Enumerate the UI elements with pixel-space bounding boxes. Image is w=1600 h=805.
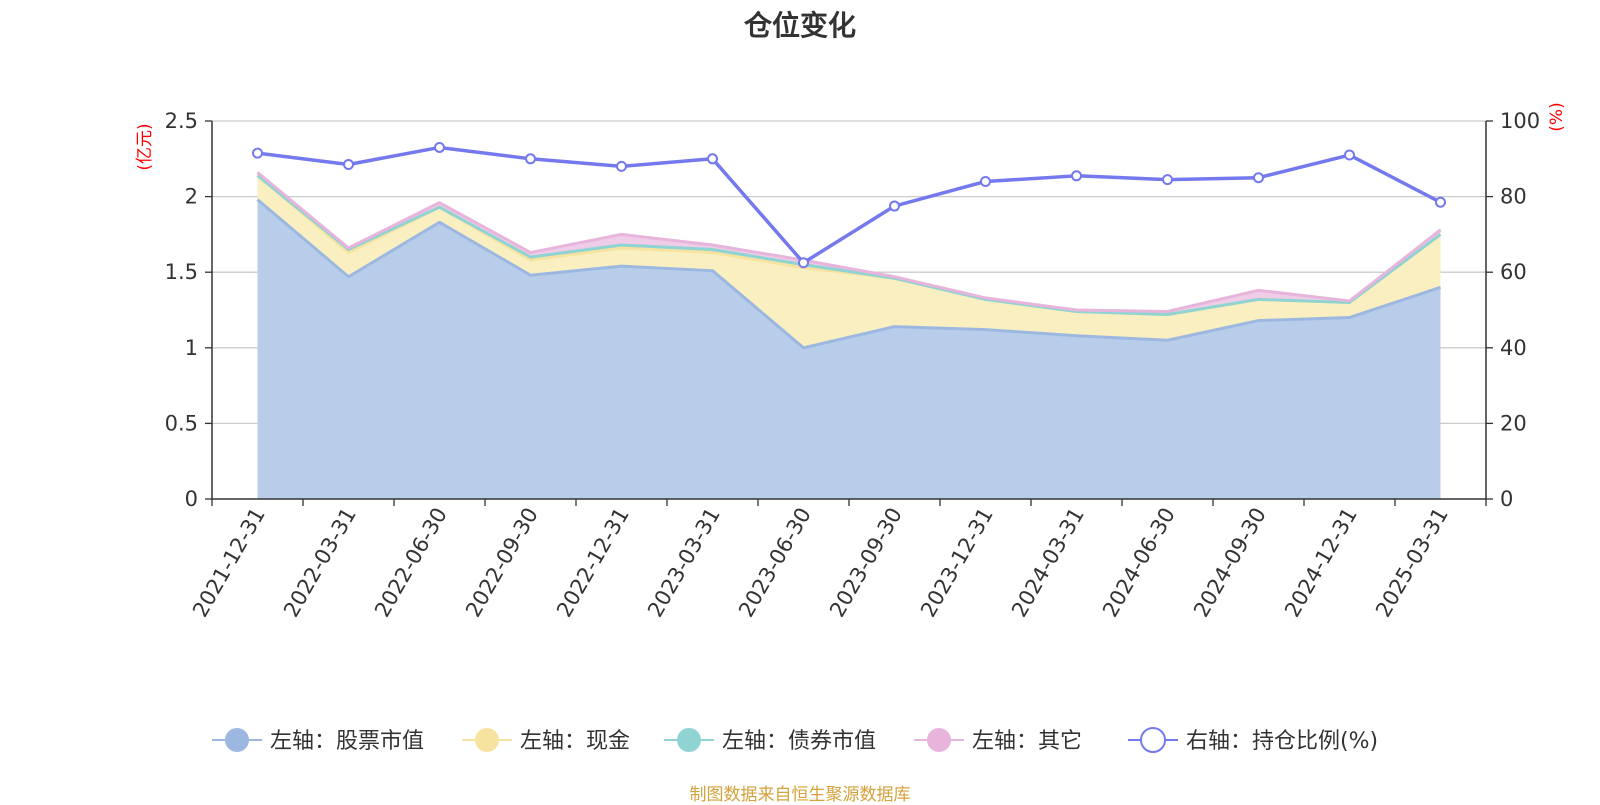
x-tick-label: 2021-12-31 xyxy=(188,504,270,622)
legend-label: 左轴：其它 xyxy=(972,729,1082,754)
ratio-point xyxy=(1344,149,1355,161)
ratio-point xyxy=(1071,170,1082,182)
y-left-tick-label: 1 xyxy=(185,336,198,360)
area-1 xyxy=(257,199,1441,499)
y-left-tick-label: 2.5 xyxy=(165,109,198,133)
legend-item[interactable]: 左轴：股票市值 xyxy=(212,728,424,754)
y-right-tick-label: 60 xyxy=(1500,260,1527,284)
legend-item[interactable]: 右轴：持仓比例(%) xyxy=(1128,727,1378,754)
ratio-point xyxy=(980,175,991,187)
ratio-line xyxy=(257,145,1442,265)
legend-marker xyxy=(475,728,499,752)
series-line-3 xyxy=(256,174,1442,317)
y-axis-left-label: (亿元) xyxy=(135,123,155,170)
x-tick-label: 2024-09-30 xyxy=(1189,504,1271,622)
y-right-tick-label: 0 xyxy=(1500,487,1513,511)
legend-label: 右轴：持仓比例(%) xyxy=(1186,729,1378,754)
ratio-point xyxy=(252,147,263,159)
y-axis-right-label: (%) xyxy=(1547,102,1567,131)
y-right-tick-label: 100 xyxy=(1500,109,1540,133)
series-line-4 xyxy=(256,171,1442,314)
ratio-point xyxy=(707,153,718,165)
ratio-point xyxy=(434,141,445,153)
ratio-point xyxy=(1162,174,1173,186)
x-tick-label: 2023-09-30 xyxy=(825,504,907,622)
y-left-tick-label: 0 xyxy=(185,487,198,511)
y-left-tick-label: 1.5 xyxy=(165,260,198,284)
x-tick-label: 2024-12-31 xyxy=(1280,504,1362,622)
legend-item[interactable]: 左轴：现金 xyxy=(462,728,630,754)
legend-marker xyxy=(927,728,951,752)
area-2 xyxy=(257,175,1441,348)
legend-item[interactable]: 左轴：其它 xyxy=(914,728,1082,754)
x-tick-label: 2024-06-30 xyxy=(1098,504,1180,622)
legend-label: 左轴：现金 xyxy=(520,729,630,754)
x-tick-label: 2022-09-30 xyxy=(461,504,543,622)
chart-title: 仓位变化 xyxy=(743,9,856,42)
x-tick-label: 2023-03-31 xyxy=(643,504,725,622)
y-left-tick-label: 2 xyxy=(185,185,198,209)
x-tick-label: 2023-12-31 xyxy=(916,504,998,622)
y-right-tick-label: 20 xyxy=(1500,411,1527,435)
y-right-tick-label: 80 xyxy=(1500,185,1527,209)
ratio-point xyxy=(798,257,809,269)
series-line-1 xyxy=(256,198,1441,350)
ratio-point xyxy=(525,153,536,165)
legend-marker xyxy=(677,728,701,752)
ratio-point xyxy=(616,160,627,172)
x-tick-label: 2022-06-30 xyxy=(370,504,452,622)
ratio-point xyxy=(1253,172,1264,184)
y-right-tick-label: 40 xyxy=(1500,336,1527,360)
data-source-note: 制图数据来自恒生聚源数据库 xyxy=(689,785,911,805)
ratio-point xyxy=(343,158,354,170)
legend-marker xyxy=(1140,727,1166,753)
ratio-point xyxy=(889,200,900,212)
legend-label: 左轴：债券市值 xyxy=(722,729,876,754)
x-tick-label: 2022-12-31 xyxy=(552,504,634,622)
x-tick-label: 2025-03-31 xyxy=(1371,504,1453,622)
legend-marker xyxy=(225,728,249,752)
ratio-point xyxy=(1435,196,1446,208)
y-left-tick-label: 0.5 xyxy=(165,411,198,435)
x-tick-label: 2024-03-31 xyxy=(1007,504,1089,622)
x-tick-label: 2022-03-31 xyxy=(279,504,361,622)
legend-label: 左轴：股票市值 xyxy=(270,729,424,754)
x-tick-label: 2023-06-30 xyxy=(734,504,816,622)
legend-item[interactable]: 左轴：债券市值 xyxy=(664,728,876,754)
